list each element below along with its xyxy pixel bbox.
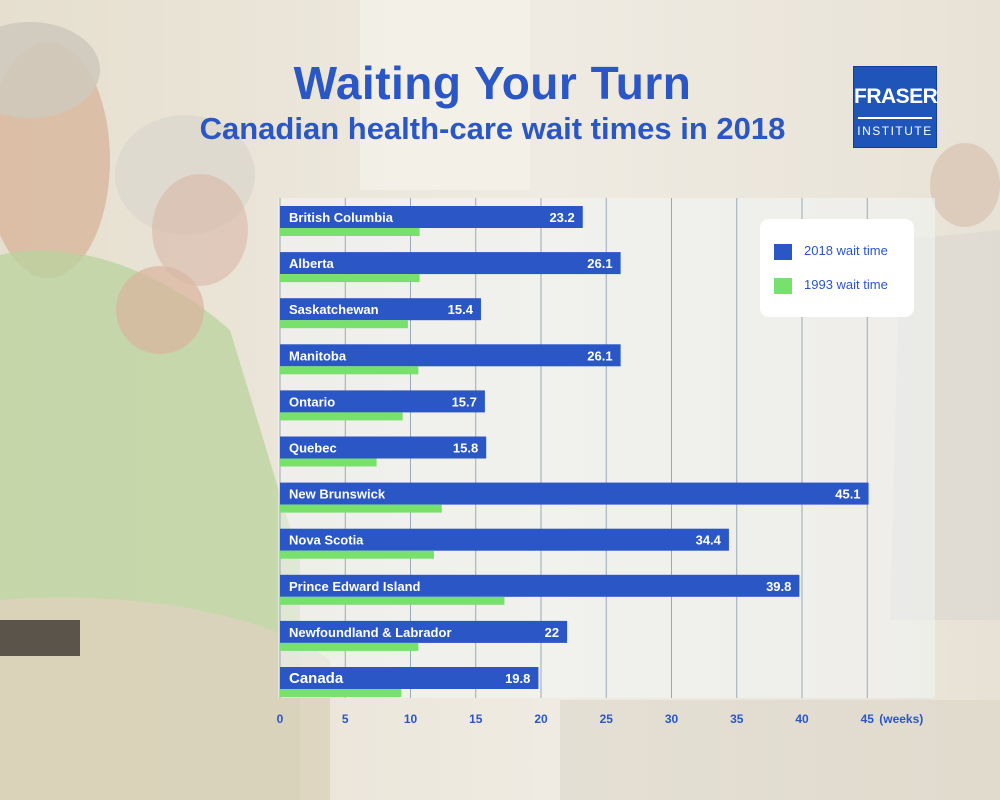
x-tick-label: 5 [342, 712, 349, 726]
legend-label-1993: 1993 wait time [804, 277, 888, 292]
bar-2018 [280, 528, 729, 551]
x-unit-label: (weeks) [879, 712, 923, 726]
value-label: 26.1 [587, 348, 612, 363]
x-tick-label: 20 [534, 712, 548, 726]
bar-2018 [280, 298, 481, 321]
value-label: 23.2 [549, 210, 574, 225]
value-label: 15.7 [452, 394, 477, 409]
category-label: Ontario [289, 394, 335, 409]
category-label: New Brunswick [289, 487, 386, 502]
bar-2018 [280, 344, 621, 367]
bar-2018 [280, 667, 539, 689]
x-tick-label: 0 [277, 712, 284, 726]
category-label: Quebec [289, 441, 337, 456]
category-label: Nova Scotia [289, 533, 364, 548]
bar-2018 [280, 206, 583, 228]
category-label: Manitoba [289, 348, 347, 363]
x-tick-label: 45 [861, 712, 875, 726]
chart-title: Waiting Your Turn [293, 57, 692, 109]
bar-1993 [280, 228, 420, 236]
bar-1993 [280, 689, 402, 697]
bars [280, 206, 869, 697]
category-label: Canada [289, 670, 344, 687]
chart-subtitle: Canadian health-care wait times in 2018 [199, 111, 786, 146]
bar-1993 [280, 504, 442, 513]
bar-2018 [280, 620, 568, 643]
legend-swatch-1993 [774, 278, 792, 294]
bar-1993 [280, 642, 419, 651]
bar-2018 [280, 482, 869, 505]
category-label: Newfoundland & Labrador [289, 625, 452, 640]
value-label: 39.8 [766, 579, 791, 594]
bar-1993 [280, 274, 420, 283]
logo-divider [858, 117, 932, 119]
fraser-institute-logo: FRASER INSTITUTE [853, 66, 938, 148]
bar-1993 [280, 458, 377, 467]
x-tick-label: 40 [795, 712, 809, 726]
legend-label-2018: 2018 wait time [804, 243, 888, 258]
bar-2018 [280, 390, 485, 413]
bar-2018 [280, 574, 800, 597]
value-label: 45.1 [835, 487, 860, 502]
value-label: 19.8 [505, 671, 530, 686]
x-tick-label: 35 [730, 712, 744, 726]
bar-1993 [280, 366, 419, 375]
bar-1993 [280, 596, 505, 605]
x-tick-label: 15 [469, 712, 483, 726]
bar-1993 [280, 550, 434, 559]
bar-1993 [280, 412, 403, 421]
logo-bottom-text: INSTITUTE [857, 124, 933, 138]
logo-top-text: FRASER [854, 85, 938, 108]
value-label: 22 [545, 625, 559, 640]
bar-1993 [280, 320, 408, 329]
category-label: Saskatchewan [289, 302, 379, 317]
value-label: 26.1 [587, 256, 612, 271]
x-tick-label: 30 [665, 712, 679, 726]
x-tick-label: 10 [404, 712, 418, 726]
value-label: 34.4 [696, 533, 722, 548]
value-label: 15.4 [448, 302, 474, 317]
x-tick-label: 25 [600, 712, 614, 726]
value-label: 15.8 [453, 441, 478, 456]
category-label: Alberta [289, 256, 335, 271]
category-label: Prince Edward Island [289, 579, 421, 594]
legend: 2018 wait time 1993 wait time [760, 219, 914, 317]
bar-2018 [280, 252, 621, 275]
bar-2018 [280, 436, 487, 459]
labels: 0 5 10 15 20 25 30 35 40 45 (weeks) British Columbi… [277, 210, 924, 726]
category-label: British Columbia [289, 210, 394, 225]
legend-swatch-2018 [774, 244, 792, 260]
